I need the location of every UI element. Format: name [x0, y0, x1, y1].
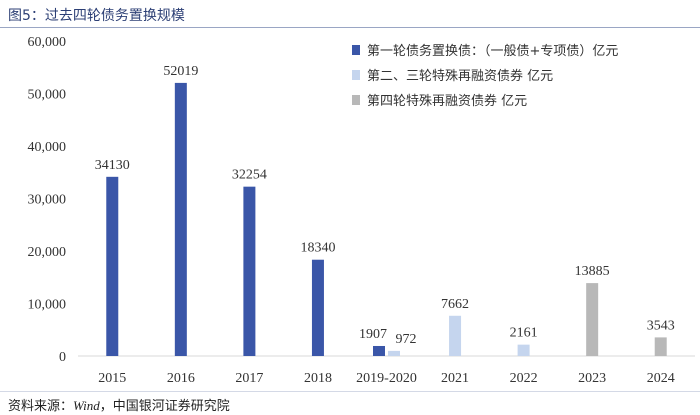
- bar: [586, 283, 599, 356]
- source-wind: Wind: [73, 398, 100, 413]
- bar: [106, 176, 119, 356]
- y-tick-label: 0: [59, 350, 66, 365]
- source-suffix: ，中国银河证券研究院: [99, 399, 230, 414]
- data-label: 972: [396, 332, 417, 347]
- bar: [654, 337, 667, 356]
- y-tick-label: 50,000: [28, 88, 67, 103]
- bar: [174, 82, 187, 356]
- y-tick-label: 30,000: [28, 193, 67, 208]
- x-tick-label: 2017: [235, 371, 263, 386]
- x-tick-label: 2019-2020: [356, 371, 417, 386]
- source-divider: [0, 391, 700, 392]
- bar-chart: 0 10,000 20,000 30,000 40,000 50,000 60,000 201…: [28, 35, 695, 386]
- legend-label: 第四轮特殊再融资债券 亿元: [367, 93, 527, 109]
- x-tick-label: 2023: [578, 371, 606, 386]
- x-tick-label: 2021: [441, 371, 469, 386]
- legend-label: 第一轮债务置换债：（一般债+专项债）亿元: [367, 43, 618, 59]
- data-label: 52019: [163, 64, 198, 79]
- title-divider: [0, 27, 700, 28]
- legend-swatch: [352, 70, 360, 80]
- x-tick-label: 2015: [98, 371, 126, 386]
- data-label: 18340: [300, 241, 335, 256]
- source-prefix: 资料来源：: [8, 399, 74, 414]
- bar: [243, 186, 256, 356]
- legend-swatch: [352, 95, 360, 105]
- bar: [449, 315, 462, 356]
- data-label: 34130: [95, 158, 130, 173]
- legend-swatch: [352, 45, 360, 55]
- x-tick-label: 2018: [304, 371, 332, 386]
- x-tick-label: 2022: [510, 371, 538, 386]
- x-tick-label: 2024: [647, 371, 675, 386]
- data-label: 2161: [510, 326, 538, 341]
- bar: [373, 345, 385, 356]
- y-tick-label: 20,000: [28, 245, 67, 260]
- data-label: 7662: [441, 297, 469, 312]
- bar: [517, 344, 530, 356]
- y-tick-label: 60,000: [28, 35, 67, 50]
- bar: [311, 259, 324, 356]
- data-label: 1907: [359, 327, 387, 342]
- legend-label: 第二、三轮特殊再融资债券 亿元: [367, 68, 553, 84]
- figure-title: 图5：过去四轮债务置换规模: [8, 8, 185, 24]
- y-tick-label: 10,000: [28, 298, 67, 313]
- data-label-layer: 34130 52019 32254 18340 1907 972 7662 2161 13885…: [95, 64, 675, 347]
- bar-layer: [106, 82, 667, 356]
- y-tick-label: 40,000: [28, 140, 67, 155]
- bar: [388, 350, 400, 356]
- source-note: 资料来源：Wind，中国银河证券研究院: [8, 395, 230, 414]
- data-label: 3543: [647, 318, 675, 333]
- data-label: 32254: [232, 168, 267, 183]
- x-tick-label: 2016: [167, 371, 195, 386]
- data-label: 13885: [575, 264, 610, 279]
